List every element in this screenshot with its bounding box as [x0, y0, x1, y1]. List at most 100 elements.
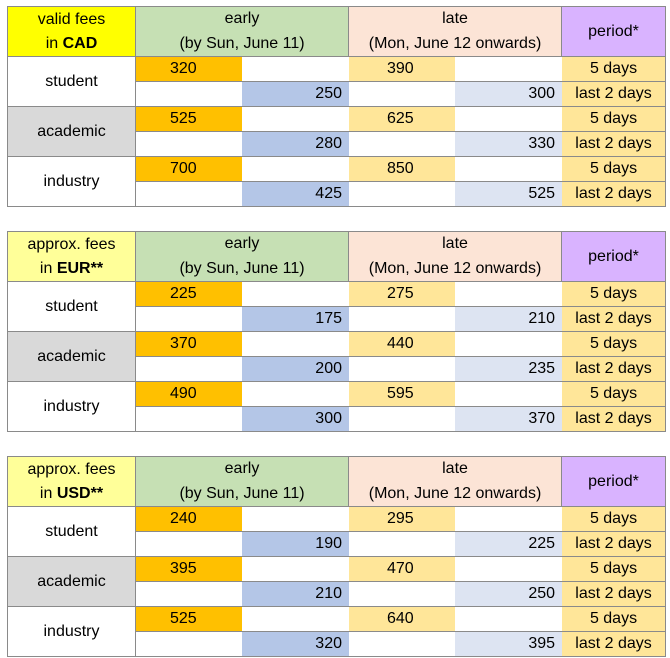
empty-cell: [241, 106, 349, 132]
late-fee-5-days: 390: [348, 56, 455, 82]
empty-cell: [348, 131, 455, 157]
table-row: industry 490 595 5 days: [7, 381, 667, 432]
period-5-days: 5 days: [561, 331, 667, 357]
table-row: 200 235 last 2 days: [8, 356, 667, 382]
empty-cell: [348, 306, 455, 332]
early-fee-last-2-days: 280: [241, 131, 349, 157]
currency-header: approx. fees in USD**: [7, 456, 136, 507]
category-label: academic: [7, 106, 136, 157]
empty-cell: [135, 306, 242, 332]
period-last-2-days: last 2 days: [561, 631, 667, 657]
table-row: academic 395 470 5 days: [7, 556, 667, 607]
empty-cell: [454, 281, 562, 307]
early-fee-5-days: 395: [135, 556, 242, 582]
late-header: late: [347, 6, 563, 32]
late-fee-last-2-days: 330: [454, 131, 562, 157]
table-row: student 240 295 5 days: [7, 506, 667, 557]
period-header: period*: [561, 231, 667, 282]
empty-cell: [135, 581, 242, 607]
early-subheader: (by Sun, June 11): [135, 481, 349, 507]
currency-code: CAD: [62, 34, 98, 52]
late-subheader: (Mon, June 12 onwards): [347, 481, 563, 507]
period-last-2-days: last 2 days: [561, 356, 667, 382]
empty-cell: [348, 181, 455, 207]
empty-cell: [454, 56, 562, 82]
currency-code: EUR**: [56, 259, 104, 277]
category-label: student: [7, 281, 136, 332]
empty-cell: [241, 281, 349, 307]
table-row: industry 700 850 5 days: [7, 156, 667, 207]
late-fee-5-days: 275: [348, 281, 455, 307]
empty-cell: [241, 556, 349, 582]
table-row: academic 525 625 5 days: [7, 106, 667, 157]
empty-cell: [454, 106, 562, 132]
late-fee-last-2-days: 370: [454, 406, 562, 432]
period-5-days: 5 days: [561, 606, 667, 632]
table-row: 280 330 last 2 days: [8, 131, 667, 157]
category-label: industry: [7, 381, 136, 432]
early-fee-5-days: 240: [135, 506, 242, 532]
currency-header: valid fees in CAD: [7, 6, 136, 57]
currency-prefix: in: [39, 259, 53, 277]
late-fee-last-2-days: 235: [454, 356, 562, 382]
empty-cell: [348, 581, 455, 607]
currency-header: approx. fees in EUR**: [7, 231, 136, 282]
category-label: industry: [7, 606, 136, 657]
late-fee-last-2-days: 225: [454, 531, 562, 557]
empty-cell: [348, 631, 455, 657]
table-row: academic 370 440 5 days: [7, 331, 667, 382]
period-5-days: 5 days: [561, 381, 667, 407]
late-fee-5-days: 640: [348, 606, 455, 632]
period-header: period*: [561, 6, 667, 57]
period-last-2-days: last 2 days: [561, 131, 667, 157]
currency-line2: in USD**: [8, 482, 135, 506]
table-row: 320 395 last 2 days: [8, 631, 667, 657]
table-row: 250 300 last 2 days: [8, 81, 667, 107]
early-fee-last-2-days: 320: [241, 631, 349, 657]
period-last-2-days: last 2 days: [561, 181, 667, 207]
category-label: industry: [7, 156, 136, 207]
early-fee-last-2-days: 250: [241, 81, 349, 107]
period-5-days: 5 days: [561, 506, 667, 532]
early-fee-5-days: 225: [135, 281, 242, 307]
early-header: early: [135, 456, 349, 482]
table-row: industry 525 640 5 days: [7, 606, 667, 657]
empty-cell: [241, 506, 349, 532]
empty-cell: [135, 406, 242, 432]
table-row: 425 525 last 2 days: [8, 181, 667, 207]
late-fee-5-days: 295: [348, 506, 455, 532]
early-fee-last-2-days: 210: [241, 581, 349, 607]
period-5-days: 5 days: [561, 281, 667, 307]
late-fee-last-2-days: 395: [454, 631, 562, 657]
empty-cell: [241, 156, 349, 182]
currency-line2: in CAD: [8, 32, 135, 56]
late-fee-last-2-days: 525: [454, 181, 562, 207]
late-fee-5-days: 625: [348, 106, 455, 132]
empty-cell: [454, 156, 562, 182]
table-row: 300 370 last 2 days: [8, 406, 667, 432]
empty-cell: [454, 506, 562, 532]
category-label: academic: [7, 556, 136, 607]
fee-table: valid fees in CAD early late period* (by Sun,…: [7, 6, 667, 207]
category-label: academic: [7, 331, 136, 382]
currency-line1: approx. fees: [27, 460, 116, 478]
empty-cell: [348, 356, 455, 382]
currency-code: USD**: [56, 484, 104, 502]
late-fee-5-days: 595: [348, 381, 455, 407]
currency-line1: approx. fees: [27, 235, 116, 253]
empty-cell: [135, 181, 242, 207]
empty-cell: [454, 556, 562, 582]
early-fee-last-2-days: 200: [241, 356, 349, 382]
empty-cell: [348, 531, 455, 557]
early-subheader: (by Sun, June 11): [135, 256, 349, 282]
empty-cell: [241, 56, 349, 82]
late-fee-5-days: 850: [348, 156, 455, 182]
empty-cell: [135, 131, 242, 157]
period-5-days: 5 days: [561, 156, 667, 182]
late-header: late: [347, 231, 563, 257]
early-fee-last-2-days: 300: [241, 406, 349, 432]
period-last-2-days: last 2 days: [561, 81, 667, 107]
currency-line1: valid fees: [37, 10, 106, 28]
empty-cell: [241, 606, 349, 632]
early-fee-last-2-days: 425: [241, 181, 349, 207]
